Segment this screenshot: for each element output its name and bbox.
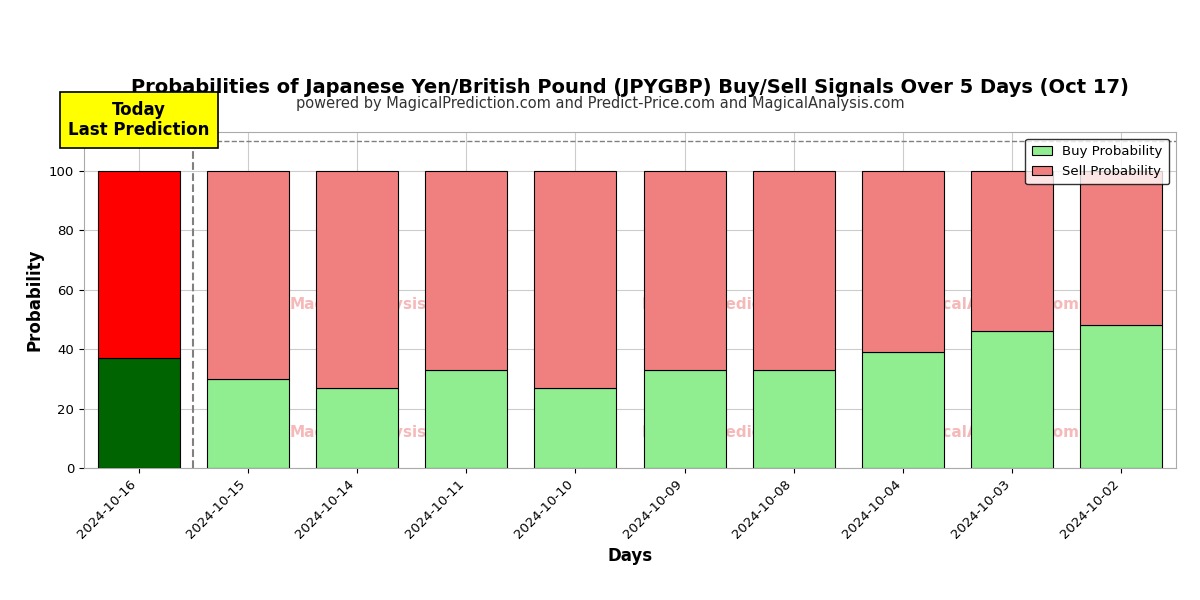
Bar — [97, 358, 180, 468]
Text: MagicalAnalysis.com: MagicalAnalysis.com — [290, 297, 468, 312]
Bar — [971, 331, 1054, 468]
Bar — [534, 170, 617, 388]
Bar — [97, 170, 180, 358]
Y-axis label: Probability: Probability — [25, 249, 43, 351]
Bar — [316, 388, 398, 468]
Bar — [206, 379, 289, 468]
Text: powered by MagicalPrediction.com and Predict-Price.com and MagicalAnalysis.com: powered by MagicalPrediction.com and Pre… — [295, 96, 905, 111]
Title: Probabilities of Japanese Yen/British Pound (JPYGBP) Buy/Sell Signals Over 5 Day: Probabilities of Japanese Yen/British Po… — [131, 78, 1129, 97]
Bar — [425, 170, 508, 370]
Legend: Buy Probability, Sell Probability: Buy Probability, Sell Probability — [1026, 139, 1170, 184]
X-axis label: Days: Days — [607, 547, 653, 565]
Bar — [425, 370, 508, 468]
Text: MagicalPrediction.com: MagicalPrediction.com — [642, 297, 836, 312]
Bar — [971, 170, 1054, 331]
Bar — [862, 352, 944, 468]
Bar — [1080, 170, 1163, 325]
Bar — [643, 370, 726, 468]
Bar — [752, 170, 835, 370]
Bar — [206, 170, 289, 379]
Bar — [534, 388, 617, 468]
Text: MagicalAnalysis.com: MagicalAnalysis.com — [901, 297, 1079, 312]
Bar — [316, 170, 398, 388]
Text: Today
Last Prediction: Today Last Prediction — [68, 101, 209, 139]
Text: MagicalPrediction.com: MagicalPrediction.com — [642, 425, 836, 440]
Bar — [643, 170, 726, 370]
Text: MagicalAnalysis.com: MagicalAnalysis.com — [901, 425, 1079, 440]
Bar — [862, 170, 944, 352]
Bar — [752, 370, 835, 468]
Text: MagicalAnalysis.com: MagicalAnalysis.com — [290, 425, 468, 440]
Bar — [1080, 325, 1163, 468]
